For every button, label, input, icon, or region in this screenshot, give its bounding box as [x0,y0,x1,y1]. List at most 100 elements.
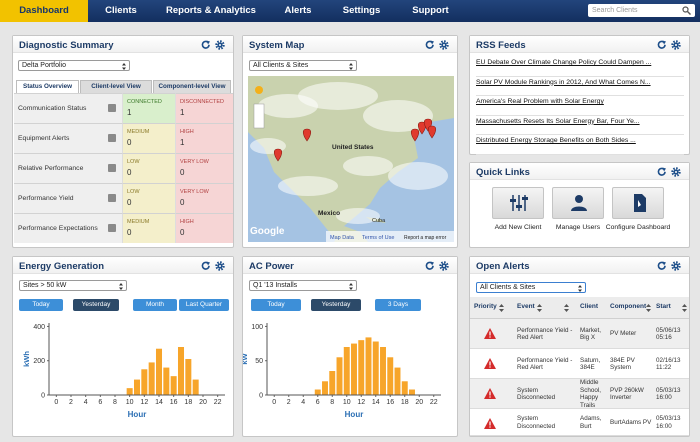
dropdown-value: Delta Portfolio [22,62,66,69]
range-button[interactable]: Yesterday [73,299,119,311]
settings-icon[interactable] [671,167,681,177]
search-box[interactable]: Search Clients [588,4,695,17]
view-tab[interactable]: Client-level View [80,80,152,93]
gear-teeth [671,261,681,271]
gear-hole [443,265,445,267]
cloud [298,82,378,110]
range-button[interactable]: Last Quarter [179,299,229,311]
alerts-column-header[interactable]: Start [656,303,671,310]
gear-teeth [215,261,225,271]
alert-icon[interactable] [484,418,496,429]
zoom-control[interactable] [253,103,265,129]
x-axis-label: Hour [128,410,147,419]
arrows [646,304,651,312]
dropdown[interactable]: All Clients & Sites [476,282,586,293]
settings-icon[interactable] [671,40,681,50]
settings-icon[interactable] [215,40,225,50]
range-button[interactable]: Month [133,299,177,311]
sort-arrows[interactable] [682,304,687,312]
alert-icon[interactable] [484,328,496,339]
refresh-icon[interactable] [425,261,435,271]
quick-link-button[interactable] [612,187,664,219]
alert-event: System Disconnected [517,386,556,402]
map-pin[interactable] [427,125,437,139]
settings-icon[interactable] [439,40,449,50]
dropdown-value: Q1 '13 Installs [253,282,298,289]
dropdown[interactable]: Sites > 50 kW [19,280,127,291]
map-pin[interactable] [417,121,427,135]
refresh-icon[interactable] [201,261,211,271]
refresh-icon[interactable] [201,40,211,50]
refresh-icon[interactable] [657,261,667,271]
status-cell-value: 0 [127,198,132,207]
sort-arrows[interactable] [646,304,651,312]
settings-icon[interactable] [671,261,681,271]
x-tick-label: 2 [287,399,291,406]
rss-link[interactable]: Distributed Energy Storage Benefits on B… [476,135,684,155]
settings-icon[interactable] [215,261,225,271]
refresh-glyph [201,40,210,49]
arrows [564,304,569,312]
quick-link-icon [510,195,528,211]
map-pin[interactable] [273,148,283,162]
x-tick-label: 12 [357,399,365,406]
status-cell-label: CONNECTED [127,99,162,105]
sort-arrows[interactable] [499,304,504,312]
alerts-column-header[interactable]: Priority [474,303,497,310]
nav-tab[interactable]: Alerts [284,5,312,16]
rss-link[interactable]: Solar PV Module Rankings in 2012, And Wh… [476,77,684,96]
gear-teeth [439,40,449,50]
range-button[interactable]: Yesterday [311,299,361,311]
sort-arrows[interactable] [537,304,542,312]
alert-icon[interactable] [484,358,496,369]
view-tab[interactable]: Status Overview [16,80,79,93]
quick-link-button[interactable] [552,187,604,219]
refresh-icon[interactable] [657,167,667,177]
rss-link[interactable]: Massachusetts Resets Its Solar Energy Ba… [476,116,684,135]
nav-tab[interactable]: Support [412,5,449,16]
select-arrows [122,63,126,70]
quick-links-panel: Quick Links Add New Client Manage Users Con… [469,162,690,248]
dropdown-arrows [119,283,123,290]
rss-link[interactable]: EU Debate Over Climate Change Policy Cou… [476,57,684,77]
range-button[interactable]: Today [251,299,301,311]
bar [322,381,328,395]
nav-tab[interactable]: Clients [105,5,137,16]
refresh-glyph [425,261,434,270]
alert-icon[interactable] [484,388,496,399]
range-button[interactable]: Today [19,299,63,311]
nav-tab[interactable]: Reports & Analytics [166,5,256,16]
bar [141,369,148,395]
alert-component: PVP 260kW Inverter [610,386,644,402]
map-pin[interactable] [302,128,312,142]
lens [682,6,689,13]
quick-link-button[interactable] [492,187,544,219]
rss-link[interactable]: America's Real Problem with Solar Energy [476,96,684,116]
map-pin[interactable] [410,128,420,142]
pegman[interactable] [255,86,263,94]
panel-title: Quick Links [476,167,530,178]
sort-arrows[interactable] [564,304,569,312]
view-tab[interactable]: Component-level View [153,80,231,93]
bar [155,348,163,395]
alerts-column-header[interactable]: Event [517,303,535,310]
settings-icon[interactable] [439,261,449,271]
dropdown[interactable]: Q1 '13 Installs [249,280,357,291]
alert-row [470,319,689,349]
alerts-column-header[interactable]: Client [580,303,599,310]
nav-tab[interactable]: Settings [342,5,381,16]
nav-tab[interactable]: Dashboard [0,0,88,22]
y-tick-label: 100 [251,324,263,331]
range-button[interactable]: 3 Days [375,299,421,311]
diagnostic-panel: Diagnostic Summary Delta Portfolio Status … [12,35,234,248]
alerts-column-header[interactable]: Component [610,303,647,310]
bar [358,340,365,395]
panel-title: System Map [249,40,305,51]
dropdown[interactable]: Delta Portfolio [18,60,130,71]
refresh-icon[interactable] [425,40,435,50]
dropdown-arrows [349,63,353,70]
y-tick-label: 200 [33,358,45,365]
bar [192,379,199,395]
refresh-icon[interactable] [657,40,667,50]
dropdown[interactable]: All Clients & Sites [249,60,357,71]
